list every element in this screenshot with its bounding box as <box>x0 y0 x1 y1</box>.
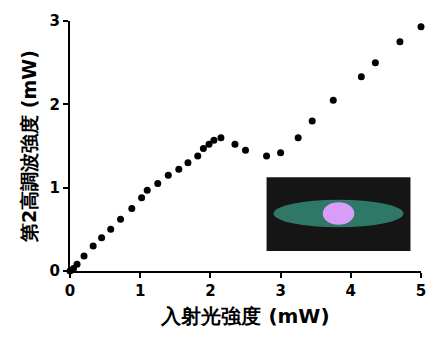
svg-text:第2高調波強度 (mW): 第2高調波強度 (mW) <box>18 50 40 243</box>
svg-text:2: 2 <box>205 282 215 300</box>
svg-text:5: 5 <box>416 282 426 300</box>
svg-text:入射光強度 (mW): 入射光強度 (mW) <box>160 304 329 328</box>
svg-text:3: 3 <box>275 282 285 300</box>
svg-text:1: 1 <box>50 179 60 197</box>
svg-text:2: 2 <box>50 96 60 114</box>
svg-text:3: 3 <box>50 12 60 30</box>
svg-text:1: 1 <box>135 282 145 300</box>
svg-text:4: 4 <box>346 282 356 300</box>
svg-text:0: 0 <box>65 282 75 300</box>
svg-text:0: 0 <box>50 262 60 280</box>
